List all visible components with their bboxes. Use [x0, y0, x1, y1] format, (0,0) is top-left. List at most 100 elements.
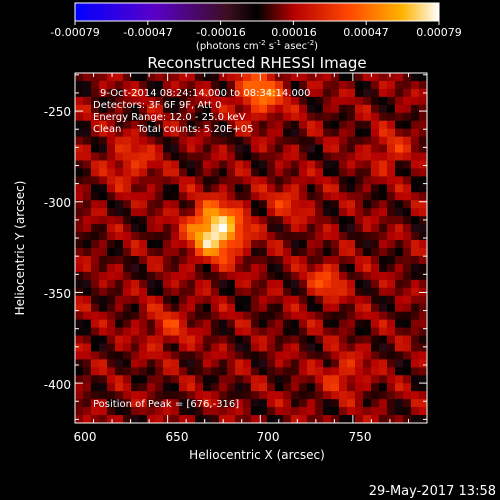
heatmap-cell	[315, 232, 324, 241]
heatmap-cell	[187, 311, 196, 320]
heatmap-cell	[371, 407, 380, 416]
heatmap-cell	[299, 168, 308, 177]
heatmap-cell	[107, 88, 116, 98]
heatmap-cell	[163, 152, 172, 161]
heatmap-cell	[75, 319, 84, 328]
heatmap-cell	[219, 224, 228, 233]
heatmap-cell	[339, 208, 348, 217]
heatmap-cell	[395, 184, 404, 193]
heatmap-cell	[203, 152, 212, 161]
heatmap-cell	[195, 88, 204, 98]
heatmap-cell	[251, 152, 260, 161]
heatmap-cell	[355, 208, 364, 217]
heatmap-cell	[155, 375, 164, 384]
heatmap-cell	[235, 120, 244, 130]
heatmap-cell	[355, 351, 364, 360]
heatmap-cell	[387, 224, 396, 233]
heatmap-cell	[235, 80, 244, 90]
heatmap-cell	[195, 192, 204, 201]
heatmap-cell	[203, 216, 212, 225]
heatmap-cell	[323, 200, 332, 209]
heatmap-cell	[291, 319, 300, 328]
heatmap-cell	[179, 415, 188, 424]
heatmap-cell	[323, 327, 332, 336]
heatmap-cell	[251, 391, 260, 400]
heatmap-cell	[187, 351, 196, 360]
heatmap-cell	[411, 335, 420, 344]
heatmap-cell	[155, 80, 164, 90]
heatmap-cell	[347, 375, 356, 384]
heatmap-cell	[235, 248, 244, 257]
heatmap-cell	[75, 128, 84, 138]
heatmap-cell	[139, 391, 148, 400]
heatmap-cell	[283, 128, 292, 138]
heatmap-cell	[107, 391, 116, 400]
heatmap-cell	[371, 351, 380, 360]
heatmap-cell	[299, 96, 308, 106]
heatmap-cell	[395, 80, 404, 90]
heatmap-cell	[179, 192, 188, 201]
heatmap-cell	[123, 176, 132, 185]
heatmap-cell	[91, 144, 100, 153]
heatmap-cell	[299, 295, 308, 305]
heatmap-cell	[131, 391, 140, 400]
heatmap-cell	[291, 176, 300, 185]
heatmap-cell	[155, 160, 164, 169]
heatmap-cell	[299, 327, 308, 336]
heatmap-cell	[411, 343, 420, 352]
heatmap-cell	[235, 343, 244, 352]
heatmap-cell	[291, 104, 300, 114]
heatmap-cell	[115, 73, 124, 82]
heatmap-cell	[203, 120, 212, 130]
heatmap-cell	[195, 295, 204, 305]
heatmap-cell	[147, 327, 156, 336]
heatmap-cell	[267, 200, 276, 209]
heatmap-cell	[219, 255, 228, 265]
heatmap-cell	[371, 303, 380, 313]
heatmap-cell	[171, 216, 180, 225]
heatmap-cell	[387, 391, 396, 400]
heatmap-cell	[155, 112, 164, 122]
chart-title: Reconstructed RHESSI Image	[147, 54, 366, 72]
heatmap-cell	[315, 399, 324, 408]
heatmap-cell	[251, 367, 260, 376]
heatmap-cell	[267, 73, 276, 82]
heatmap-cell	[267, 88, 276, 98]
heatmap-cell	[259, 367, 268, 376]
heatmap-cell	[291, 73, 300, 82]
colorbar-tick-1: -0.00047	[123, 26, 172, 39]
heatmap-cell	[243, 216, 252, 225]
heatmap-cell	[299, 112, 308, 122]
heatmap-cell	[83, 359, 92, 368]
heatmap-cell	[283, 351, 292, 360]
heatmap-cell	[131, 287, 140, 297]
heatmap-cell	[115, 136, 124, 145]
heatmap-cell	[291, 255, 300, 265]
heatmap-cell	[227, 144, 236, 153]
heatmap-cell	[227, 399, 236, 408]
heatmap-cell	[179, 208, 188, 217]
heatmap-cell	[315, 73, 324, 82]
heatmap-cell	[243, 80, 252, 90]
heatmap-cell	[83, 192, 92, 201]
heatmap-cell	[395, 200, 404, 209]
heatmap-cell	[291, 168, 300, 177]
heatmap-cell	[123, 343, 132, 352]
heatmap-cell	[187, 184, 196, 193]
heatmap-cell	[187, 279, 196, 289]
heatmap-cell	[211, 248, 220, 257]
plot-frame	[74, 72, 428, 424]
heatmap-cell	[387, 359, 396, 368]
heatmap-cell	[419, 128, 428, 138]
heatmap-cell	[387, 144, 396, 153]
heatmap-cell	[411, 104, 420, 114]
heatmap-cell	[251, 184, 260, 193]
heatmap-cell	[275, 248, 284, 257]
heatmap-cell	[291, 375, 300, 384]
heatmap-cell	[139, 327, 148, 336]
heatmap-cell	[395, 104, 404, 114]
heatmap-cell	[219, 168, 228, 177]
heatmap-cell	[307, 287, 316, 297]
heatmap-cell	[339, 136, 348, 145]
heatmap-cell	[291, 295, 300, 305]
